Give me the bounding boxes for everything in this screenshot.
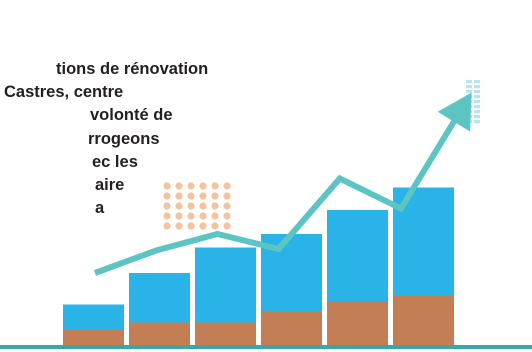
text-line-3: volonté de xyxy=(90,106,173,124)
bar-segment xyxy=(327,301,388,345)
decoration-stripe xyxy=(474,110,480,114)
decoration-dot xyxy=(175,182,183,190)
decoration-dot xyxy=(223,192,231,200)
decoration-stripe xyxy=(474,95,480,99)
bar-segment xyxy=(195,322,256,345)
decoration-dot xyxy=(163,202,171,210)
text-line-7: a xyxy=(95,199,105,217)
bar-segment xyxy=(261,312,322,345)
trend-line xyxy=(93,106,465,276)
decoration-dot xyxy=(187,182,195,190)
decoration-dot xyxy=(199,222,207,230)
decoration-stripe xyxy=(474,115,480,119)
trend-arrow-head xyxy=(437,92,472,132)
decoration-dot xyxy=(211,222,219,230)
decoration-dot xyxy=(187,212,195,220)
text-line-5: ec les xyxy=(92,153,138,171)
decoration-dot xyxy=(223,202,231,210)
decoration-stripe xyxy=(474,90,480,94)
decoration-dot xyxy=(175,212,183,220)
text-line-6: aire xyxy=(95,176,125,194)
text-line-4: rrogeons xyxy=(88,130,160,148)
decoration-stripe xyxy=(474,85,480,89)
dot-grid-decoration xyxy=(163,182,231,230)
decoration-dot xyxy=(199,212,207,220)
decoration-stripe xyxy=(474,100,480,104)
bar-segment xyxy=(393,295,454,345)
decoration-dot xyxy=(175,202,183,210)
bar-segment xyxy=(327,210,388,302)
decoration-dot xyxy=(187,222,195,230)
bar-segment xyxy=(63,330,124,345)
decoration-dot xyxy=(211,192,219,200)
decoration-dot xyxy=(223,222,231,230)
decoration-dot xyxy=(199,202,207,210)
bar-segment xyxy=(129,322,190,345)
bar-segment xyxy=(63,304,124,330)
text-line-1: tions de rénovation xyxy=(56,60,209,78)
decoration-dot xyxy=(175,222,183,230)
decoration-stripe xyxy=(466,90,472,94)
decoration-dot xyxy=(187,192,195,200)
decoration-dot xyxy=(163,192,171,200)
decoration-dot xyxy=(175,192,183,200)
decoration-dot xyxy=(223,212,231,220)
decoration-dot xyxy=(199,182,207,190)
chart-baseline xyxy=(0,345,532,349)
bar-segment xyxy=(195,247,256,323)
decoration-dot xyxy=(223,182,231,190)
decoration-dot xyxy=(211,212,219,220)
decoration-dot xyxy=(163,182,171,190)
decoration-dot xyxy=(187,202,195,210)
decoration-dot xyxy=(211,182,219,190)
decoration-stripe xyxy=(474,80,480,84)
bar-segment xyxy=(129,273,190,323)
decoration-dot xyxy=(199,192,207,200)
decoration-dot xyxy=(211,202,219,210)
text-line-2: Castres, centre xyxy=(4,83,124,101)
decoration-dot xyxy=(163,212,171,220)
decoration-stripe xyxy=(474,105,480,109)
decoration-stripe xyxy=(466,85,472,89)
decoration-stripe xyxy=(474,120,480,124)
decoration-stripe xyxy=(466,80,472,84)
decoration-dot xyxy=(163,222,171,230)
